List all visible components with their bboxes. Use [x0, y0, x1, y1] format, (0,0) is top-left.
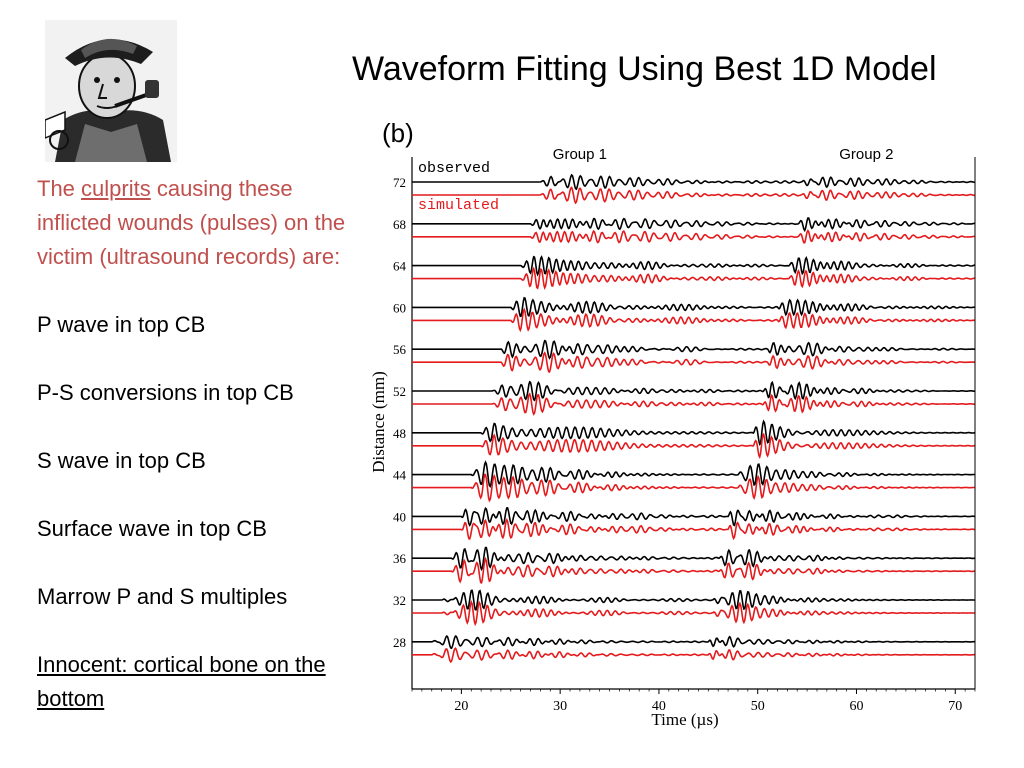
legend-observed: observed — [418, 160, 490, 177]
simulated-trace — [412, 432, 975, 460]
distance-tick-label: 32 — [393, 593, 406, 608]
culprit-item: P wave in top CB — [37, 312, 206, 337]
simulated-trace — [412, 307, 975, 333]
simulated-trace — [412, 186, 975, 205]
distance-tick-label: 68 — [393, 217, 406, 232]
slide-title: Waveform Fitting Using Best 1D Model — [352, 50, 937, 88]
simulated-trace — [412, 647, 975, 664]
simulated-trace — [412, 556, 975, 584]
group-2-label: Group 2 — [839, 146, 893, 163]
group-1-label: Group 1 — [553, 146, 607, 163]
distance-tick-label: 44 — [393, 468, 407, 483]
culprit-item: S wave in top CB — [37, 448, 206, 473]
x-tick-label: 20 — [454, 699, 468, 714]
x-tick-label: 30 — [553, 699, 567, 714]
waveform-chart: (b) 20 30 40 50 60 70 72 68 64 60 56 52 48 44 40 36 32 28… — [369, 118, 976, 729]
distance-tick-label: 36 — [393, 551, 407, 566]
x-tick-label: 70 — [948, 699, 962, 714]
x-tick-label: 50 — [751, 699, 765, 714]
simulated-trace — [412, 229, 975, 244]
simulated-trace — [412, 517, 975, 541]
intro-paragraph: The culprits causing these inflicted wou… — [37, 172, 347, 274]
simulated-trace — [412, 392, 975, 416]
simulated-trace — [412, 473, 975, 503]
distance-tick-label: 56 — [393, 342, 407, 357]
chart-ticks: 20 30 40 50 60 70 72 68 64 60 56 52 48 44 40 36 32 28 — [393, 175, 976, 714]
culprits-text-block: The culprits causing these inflicted wou… — [37, 172, 347, 716]
observed-trace — [412, 546, 975, 572]
legend-simulated: simulated — [418, 197, 499, 214]
observed-trace — [412, 589, 975, 611]
distance-tick-label: 48 — [393, 426, 406, 441]
panel-label: (b) — [382, 118, 414, 148]
simulated-trace — [412, 266, 975, 290]
observed-trace — [412, 460, 975, 488]
distance-tick-label: 64 — [393, 259, 407, 274]
intro-after: causing these inflicted wounds (pulses) … — [37, 176, 346, 269]
observed-trace — [412, 506, 975, 527]
observed-trace — [412, 419, 975, 446]
x-tick-label: 40 — [652, 699, 666, 714]
observed-trace — [412, 255, 975, 277]
culprit-item: P-S conversions in top CB — [37, 380, 294, 405]
culprits-word: culprits — [81, 176, 151, 201]
detective-cartoon-icon — [45, 20, 177, 162]
distance-tick-label: 40 — [393, 509, 406, 524]
culprit-item: Surface wave in top CB — [37, 516, 267, 541]
distance-tick-label: 60 — [393, 300, 406, 315]
observed-trace — [412, 296, 975, 318]
observed-trace — [412, 339, 975, 360]
x-tick-label: 60 — [849, 699, 863, 714]
distance-tick-label: 52 — [393, 384, 406, 399]
x-axis-label: Time (µs) — [651, 710, 718, 729]
observed-trace — [412, 380, 975, 402]
y-axis-label: Distance (mm) — [369, 371, 388, 473]
observed-trace — [412, 634, 975, 650]
intro-before: The — [37, 176, 82, 201]
distance-tick-label: 72 — [393, 175, 406, 190]
observed-trace — [412, 217, 975, 233]
simulated-trace — [412, 599, 975, 627]
innocent-statement: Innocent: cortical bone on the bottom — [37, 652, 326, 711]
distance-tick-label: 28 — [393, 635, 406, 650]
chart-traces — [412, 173, 975, 664]
observed-trace — [412, 173, 975, 191]
culprit-item: Marrow P and S multiples — [37, 584, 288, 609]
simulated-trace — [412, 351, 975, 373]
